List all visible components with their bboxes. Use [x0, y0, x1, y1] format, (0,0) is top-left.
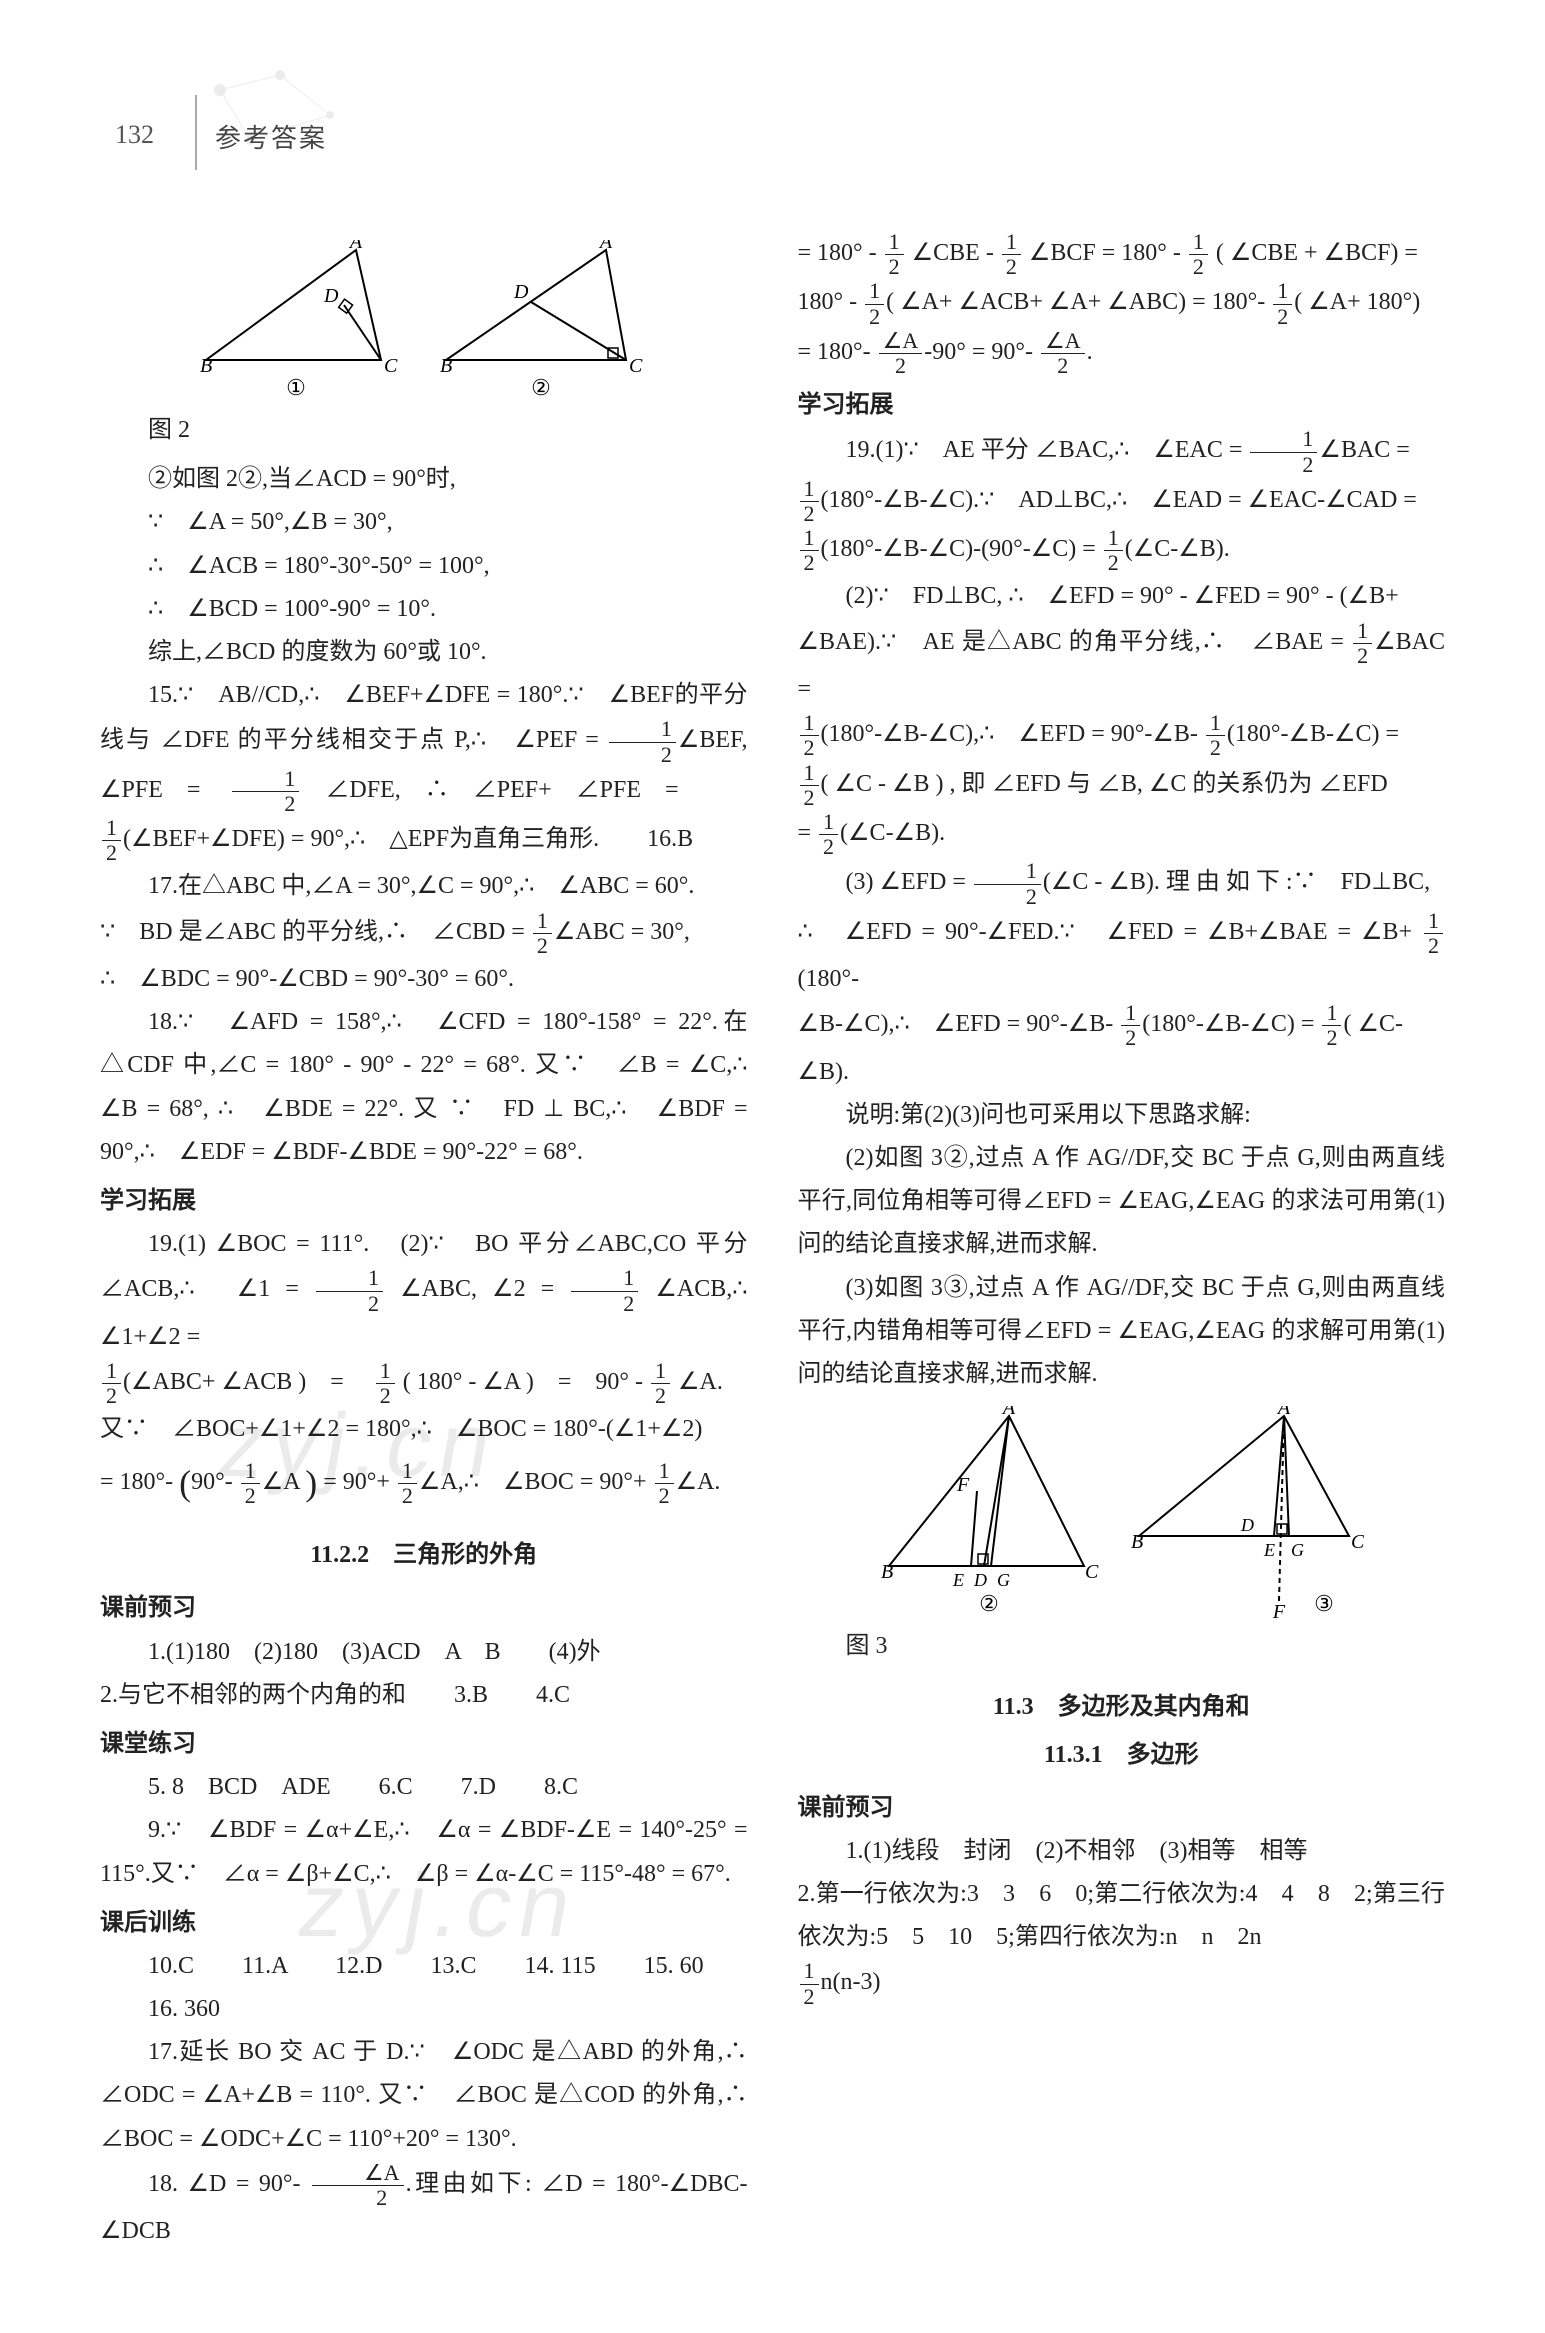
body-text: 12(180°-∠B-∠C)-(90°-∠C) = 12(∠C-∠B).	[798, 526, 1446, 575]
section-title: 11.3 多边形及其内角和	[798, 1686, 1446, 1729]
body-text: 12(180°-∠B-∠C),∴ ∠EFD = 90°-∠B- 12(180°-…	[798, 711, 1446, 760]
svg-text:E: E	[1263, 1540, 1275, 1560]
svg-text:B: B	[440, 355, 452, 377]
figure-3-triangle-2: A B C F E D G ②	[879, 1406, 1099, 1621]
body-text: (3)如图 3③,过点 A 作 AG//DF,交 BC 于点 G,则由两直线平行…	[798, 1267, 1446, 1397]
body-text: 19.(1) ∠BOC = 111°. (2)∵ BO 平分∠ABC,CO 平分…	[100, 1223, 748, 1359]
body-text: 18. ∠D = 90°- ∠A2.理由如下: ∠D = 180°-∠DBC-∠…	[100, 2161, 748, 2254]
svg-text:A: A	[1276, 1406, 1291, 1419]
body-text: 19.(1)∵ AE 平分 ∠BAC,∴ ∠EAC = 12∠BAC =	[798, 427, 1446, 476]
body-text: 1.(1)线段 封闭 (2)不相邻 (3)相等 相等	[798, 1830, 1446, 1873]
body-text: ∠B).	[798, 1051, 1446, 1094]
left-column: A B C D ① A B C D ② 图 2	[100, 230, 748, 2253]
body-text: 10.C 11.A 12.D 13.C 14. 115 15. 60	[100, 1945, 748, 1988]
svg-text:②: ②	[531, 375, 551, 400]
figure-2-triangle-2: A B C D ②	[436, 240, 651, 405]
body-text: 12(∠BEF+∠DFE) = 90°,∴ △EPF为直角三角形. 16.B	[100, 816, 748, 865]
body-text: ∠B-∠C),∴ ∠EFD = 90°-∠B- 12(180°-∠B-∠C) =…	[798, 1001, 1446, 1050]
section-title: 11.3.1 多边形	[798, 1734, 1446, 1777]
content-columns: A B C D ① A B C D ② 图 2	[100, 230, 1445, 2253]
svg-text:A: A	[1001, 1406, 1016, 1419]
page-number: 132	[115, 120, 154, 150]
svg-text:B: B	[881, 1561, 893, 1583]
body-text: ∴ ∠BDC = 90°-∠CBD = 90°-30° = 60°.	[100, 958, 748, 1001]
body-text: ∵ ∠A = 50°,∠B = 30°,	[100, 501, 748, 544]
svg-text:②: ②	[979, 1591, 999, 1616]
svg-text:E: E	[952, 1570, 964, 1590]
body-text: 说明:第(2)(3)问也可采用以下思路求解:	[798, 1094, 1446, 1137]
header-decoration	[180, 50, 380, 180]
body-text: 12(∠ABC+ ∠ACB ) = 12 ( 180° - ∠A ) = 90°…	[100, 1359, 748, 1408]
body-text: 5. 8 BCD ADE 6.C 7.D 8.C	[100, 1766, 748, 1809]
page: 132 参考答案 zyj.cn zyj.cn A B C D ①	[0, 0, 1545, 2333]
body-text: 2.与它不相邻的两个内角的和 3.B 4.C	[100, 1674, 748, 1717]
body-text: 18.∵ ∠AFD = 158°,∴ ∠CFD = 180°-158° = 22…	[100, 1001, 748, 1174]
right-column: = 180° - 12 ∠CBE - 12 ∠BCF = 180° - 12 (…	[798, 230, 1446, 2253]
svg-text:C: C	[384, 355, 398, 377]
body-text: = 180°- ∠A2-90° = 90°- ∠A2.	[798, 329, 1446, 378]
body-text: 1.(1)180 (2)180 (3)ACD A B (4)外	[100, 1631, 748, 1674]
svg-text:③: ③	[1314, 1591, 1334, 1616]
section-heading: 课后训练	[100, 1902, 748, 1945]
body-text: 9.∵ ∠BDF = ∠α+∠E,∴ ∠α = ∠BDF-∠E = 140°-2…	[100, 1809, 748, 1895]
svg-text:A: A	[348, 240, 363, 253]
svg-text:D: D	[323, 285, 339, 307]
body-text: 12( ∠C - ∠B ) , 即 ∠EFD 与 ∠B, ∠C 的关系仍为 ∠E…	[798, 761, 1446, 810]
section-heading: 学习拓展	[798, 384, 1446, 427]
svg-text:D: D	[513, 281, 529, 303]
body-text: 又∵ ∠BOC+∠1+∠2 = 180°,∴ ∠BOC = 180°-(∠1+∠…	[100, 1408, 748, 1451]
body-text: = 180° - 12 ∠CBE - 12 ∠BCF = 180° - 12 (…	[798, 230, 1446, 279]
body-text: = 12(∠C-∠B).	[798, 810, 1446, 859]
svg-text:A: A	[598, 240, 613, 253]
svg-text:C: C	[1351, 1531, 1364, 1553]
body-text: 180° - 12( ∠A+ ∠ACB+ ∠A+ ∠ABC) = 180°- 1…	[798, 279, 1446, 328]
body-text: 17.在△ABC 中,∠A = 30°,∠C = 90°,∴ ∠ABC = 60…	[100, 865, 748, 908]
body-text: 2.第一行依次为:3 3 6 0;第二行依次为:4 4 8 2;第三行依次为:5…	[798, 1873, 1446, 1959]
figure-2-caption: 图 2	[100, 409, 748, 452]
section-heading: 课前预习	[100, 1587, 748, 1630]
svg-text:F: F	[956, 1474, 970, 1496]
body-text: ∠BAE).∵ AE 是△ABC 的角平分线,∴ ∠BAE = 12∠BAC =	[798, 619, 1446, 712]
header-divider	[195, 95, 197, 170]
figure-3: A B C F E D G ② A B	[798, 1406, 1446, 1621]
svg-text:G: G	[997, 1570, 1010, 1590]
body-text: 综上,∠BCD 的度数为 60°或 10°.	[100, 631, 748, 674]
section-title: 11.2.2 三角形的外角	[100, 1534, 748, 1577]
header-title: 参考答案	[215, 118, 327, 155]
body-text: 16. 360	[100, 1988, 748, 2031]
page-header: 132 参考答案	[100, 40, 1445, 200]
body-text: ∴ ∠BCD = 100°-90° = 10°.	[100, 588, 748, 631]
svg-text:F: F	[1272, 1601, 1286, 1621]
figure-2: A B C D ① A B C D ②	[100, 240, 748, 405]
body-text: 12(180°-∠B-∠C).∵ AD⊥BC,∴ ∠EAD = ∠EAC-∠CA…	[798, 477, 1446, 526]
svg-text:C: C	[629, 355, 643, 377]
section-heading: 课堂练习	[100, 1723, 748, 1766]
body-text: ∴ ∠ACB = 180°-30°-50° = 100°,	[100, 545, 748, 588]
svg-text:①: ①	[286, 375, 306, 400]
body-text: (2)如图 3②,过点 A 作 AG//DF,交 BC 于点 G,则由两直线平行…	[798, 1137, 1446, 1267]
svg-text:B: B	[1131, 1531, 1143, 1553]
body-text: ∵ BD 是∠ABC 的平分线,∴ ∠CBD = 12∠ABC = 30°,	[100, 909, 748, 958]
body-text: 15.∵ AB//CD,∴ ∠BEF+∠DFE = 180°.∵ ∠BEF的平分…	[100, 674, 748, 816]
body-text: = 180°- (90°- 12∠A ) = 90°+ 12∠A,∴ ∠BOC …	[100, 1451, 748, 1516]
body-text: 17.延长 BO 交 AC 于 D.∵ ∠ODC 是△ABD 的外角,∴ ∠OD…	[100, 2031, 748, 2161]
figure-3-caption: 图 3	[798, 1625, 1446, 1668]
section-heading: 学习拓展	[100, 1180, 748, 1223]
section-heading: 课前预习	[798, 1787, 1446, 1830]
body-text: 12n(n-3)	[798, 1959, 1446, 2008]
svg-text:G: G	[1291, 1540, 1304, 1560]
body-text: ②如图 2②,当∠ACD = 90°时,	[100, 458, 748, 501]
svg-text:D: D	[973, 1570, 987, 1590]
body-text: (3) ∠EFD = 12(∠C - ∠B). 理 由 如 下 :∵ FD⊥BC…	[798, 859, 1446, 908]
figure-3-triangle-3: A B C D E G F ③	[1129, 1406, 1364, 1621]
body-text: ∴ ∠EFD = 90°-∠FED.∵ ∠FED = ∠B+∠BAE = ∠B+…	[798, 909, 1446, 1002]
body-text: (2)∵ FD⊥BC, ∴ ∠EFD = 90° - ∠FED = 90° - …	[798, 575, 1446, 618]
svg-text:D: D	[1240, 1515, 1254, 1535]
svg-text:C: C	[1085, 1561, 1099, 1583]
figure-2-triangle-1: A B C D ①	[196, 240, 406, 405]
svg-text:B: B	[200, 355, 212, 377]
